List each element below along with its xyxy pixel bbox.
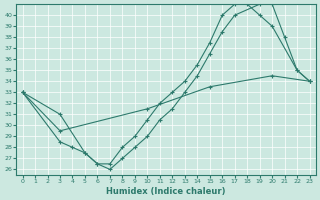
X-axis label: Humidex (Indice chaleur): Humidex (Indice chaleur): [106, 187, 226, 196]
